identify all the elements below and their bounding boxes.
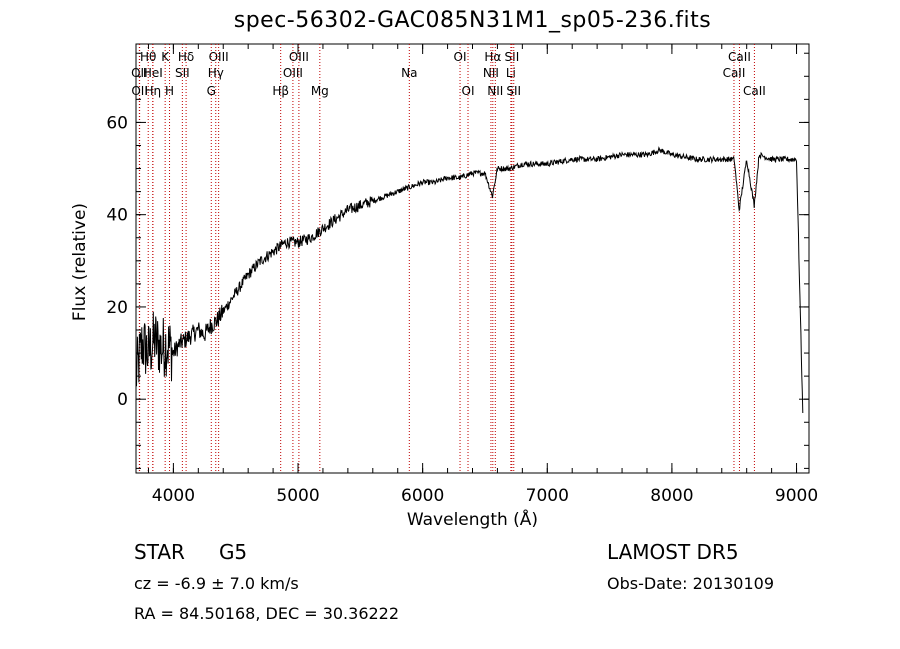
chart-title: spec-56302-GAC085N31M1_sp05-236.fits <box>233 8 712 33</box>
marker-label-17: OI <box>454 50 467 64</box>
marker-label-4: Hη <box>145 84 162 98</box>
marker-label-14: OIII <box>283 66 303 80</box>
class-info: STAR G5 <box>134 540 247 564</box>
marker-label-2: OII <box>131 84 148 98</box>
x-axis-label: Wavelength (Å) <box>406 510 539 530</box>
marker-label-3: HeI <box>143 66 163 80</box>
class-label: STAR <box>134 540 185 564</box>
x-tick-label-2: 6000 <box>401 486 444 506</box>
survey-label: LAMOST DR5 <box>607 540 739 564</box>
marker-label-12: Hβ <box>272 84 289 98</box>
marker-label-18: OI <box>462 84 475 98</box>
marker-label-20: NII <box>483 66 499 80</box>
marker-label-22: SII <box>505 50 520 64</box>
marker-label-16: Na <box>401 66 417 80</box>
marker-label-15: Mg <box>311 84 329 98</box>
marker-label-10: Hγ <box>208 66 224 80</box>
cz-info: cz = -6.9 ± 7.0 km/s <box>134 574 299 593</box>
marker-label-21: NII <box>487 84 503 98</box>
spectrum-line <box>135 146 804 414</box>
marker-label-1: OII <box>131 66 148 80</box>
y-tick-label-3: 60 <box>106 113 128 133</box>
marker-label-9: OIII <box>209 50 229 64</box>
marker-label-13: OIII <box>289 50 309 64</box>
marker-label-0: Hθ <box>140 50 156 64</box>
marker-label-19: Hα <box>484 50 501 64</box>
subclass-label: G5 <box>218 540 248 564</box>
marker-label-5: K <box>161 50 170 64</box>
x-tick-label-4: 8000 <box>650 486 693 506</box>
y-tick-label-2: 40 <box>106 206 128 226</box>
obs-date: Obs-Date: 20130109 <box>607 574 775 593</box>
y-tick-label-0: 0 <box>117 390 128 410</box>
plot-frame <box>135 43 810 474</box>
marker-label-26: CaII <box>723 66 746 80</box>
y-axis-label: Flux (relative) <box>70 202 90 322</box>
marker-label-25: CaII <box>728 50 751 64</box>
x-tick-label-3: 7000 <box>526 486 569 506</box>
marker-label-7: SII <box>175 66 190 80</box>
marker-label-27: CaII <box>743 84 766 98</box>
axes: 4000 5000 6000 7000 8000 9000 0 20 40 60 <box>106 44 818 506</box>
marker-label-11: G <box>207 84 216 98</box>
x-tick-label-0: 4000 <box>152 486 195 506</box>
marker-label-8: Hδ <box>178 50 194 64</box>
x-tick-label-1: 5000 <box>276 486 319 506</box>
x-tick-label-5: 9000 <box>775 486 818 506</box>
y-tick-label-1: 20 <box>106 298 128 318</box>
marker-label-24: SII <box>506 84 521 98</box>
marker-label-6: H <box>165 84 174 98</box>
marker-label-23: Li <box>506 66 516 80</box>
coords-info: RA = 84.50168, DEC = 30.36222 <box>134 604 400 623</box>
